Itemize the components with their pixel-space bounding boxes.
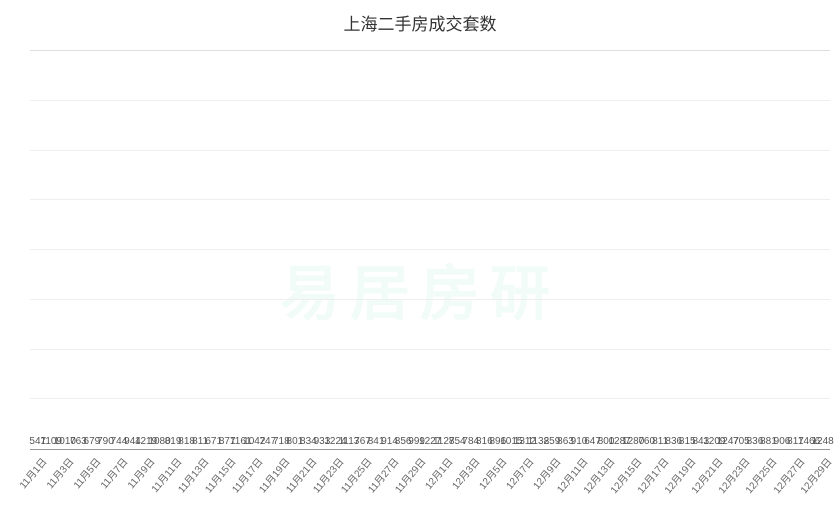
x-tick-slot: 11月5日	[86, 450, 98, 526]
gridline	[30, 199, 830, 200]
x-tick-slot: 11月1日	[32, 450, 44, 526]
x-tick-slot: 11月7日	[113, 450, 125, 526]
x-tick-slot: 12月3日	[465, 450, 477, 526]
x-tick-slot: 12月5日	[492, 450, 504, 526]
x-tick-slot: 12月1日	[438, 450, 450, 526]
bars-wrap: 5471109101076367979074494412191080819818…	[30, 51, 830, 449]
x-tick-slot: 12月29日	[817, 450, 829, 526]
chart-container: 上海二手房成交套数 易居房研 5471109101076367979074494…	[0, 0, 840, 526]
bar-value-label: 1248	[811, 436, 833, 447]
x-tick-label: 11月1日	[15, 454, 50, 491]
x-axis-labels: 11月1日11月3日11月5日11月7日11月9日11月11日11月13日11月…	[30, 450, 830, 526]
gridline	[30, 150, 830, 151]
chart-title: 上海二手房成交套数	[0, 10, 840, 35]
x-tick-slot: 11月3日	[59, 450, 71, 526]
gridline	[30, 299, 830, 300]
plot-area: 5471109101076367979074494412191080819818…	[30, 50, 830, 450]
gridline	[30, 100, 830, 101]
gridline	[30, 398, 830, 399]
gridline	[30, 249, 830, 250]
gridline	[30, 349, 830, 350]
x-tick-slot: 11月29日	[411, 450, 423, 526]
x-tick-slot: 12月7日	[519, 450, 531, 526]
